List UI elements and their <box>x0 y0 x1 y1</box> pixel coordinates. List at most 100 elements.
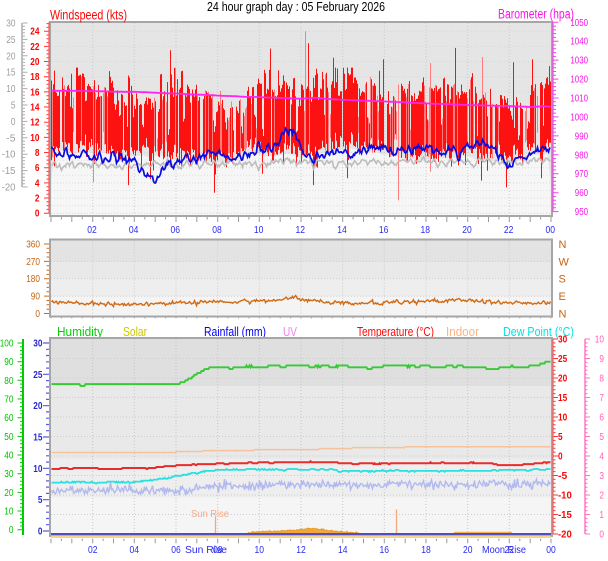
svg-text:15: 15 <box>6 68 16 79</box>
svg-text:1050: 1050 <box>570 18 588 29</box>
svg-text:20: 20 <box>463 545 473 556</box>
svg-text:N: N <box>559 309 567 321</box>
svg-text:20: 20 <box>558 374 568 385</box>
svg-text:0: 0 <box>599 530 604 541</box>
svg-text:4: 4 <box>599 452 604 463</box>
svg-text:N: N <box>559 239 567 251</box>
svg-text:S: S <box>559 274 566 286</box>
svg-text:25: 25 <box>6 35 16 46</box>
svg-text:6: 6 <box>35 163 40 174</box>
svg-text:40: 40 <box>4 451 14 462</box>
svg-text:80: 80 <box>4 376 14 387</box>
svg-text:16: 16 <box>30 87 40 98</box>
svg-text:1020: 1020 <box>570 75 588 86</box>
svg-text:0: 0 <box>35 309 40 320</box>
svg-text:-15: -15 <box>558 510 572 521</box>
svg-text:W: W <box>559 256 570 268</box>
svg-text:Solar: Solar <box>123 325 147 339</box>
svg-text:-5: -5 <box>558 471 568 482</box>
svg-text:8: 8 <box>599 374 604 385</box>
svg-text:0: 0 <box>35 209 40 220</box>
svg-text:Indoor: Indoor <box>446 325 479 339</box>
svg-text:10: 10 <box>30 133 40 144</box>
svg-text:08: 08 <box>212 225 222 236</box>
svg-text:22: 22 <box>505 545 515 556</box>
svg-text:270: 270 <box>26 257 40 268</box>
svg-text:18: 18 <box>421 225 431 236</box>
svg-text:2: 2 <box>599 491 604 502</box>
svg-text:30: 30 <box>33 339 43 350</box>
svg-text:360: 360 <box>26 240 40 251</box>
svg-text:0: 0 <box>9 525 14 536</box>
svg-text:70: 70 <box>4 395 14 406</box>
svg-text:5: 5 <box>11 101 16 112</box>
svg-text:10: 10 <box>6 84 16 95</box>
svg-text:15: 15 <box>33 433 43 444</box>
svg-text:Temperature (°C): Temperature (°C) <box>357 325 434 339</box>
svg-text:06: 06 <box>171 545 181 556</box>
svg-text:50: 50 <box>4 432 14 443</box>
svg-text:950: 950 <box>575 207 589 218</box>
svg-text:0: 0 <box>558 452 563 463</box>
svg-text:14: 14 <box>337 225 347 236</box>
svg-text:04: 04 <box>130 545 140 556</box>
svg-text:12: 12 <box>296 225 306 236</box>
svg-text:20: 20 <box>462 225 472 236</box>
svg-text:30: 30 <box>6 19 16 30</box>
svg-text:04: 04 <box>129 225 139 236</box>
svg-text:12: 12 <box>30 118 40 129</box>
svg-text:UV: UV <box>283 325 298 339</box>
svg-text:5: 5 <box>599 432 604 443</box>
svg-text:20: 20 <box>33 401 43 412</box>
svg-text:00: 00 <box>546 545 556 556</box>
svg-text:1010: 1010 <box>570 94 588 105</box>
svg-text:4: 4 <box>35 178 40 189</box>
svg-text:15: 15 <box>558 393 568 404</box>
svg-text:2: 2 <box>35 194 40 205</box>
svg-text:16: 16 <box>380 545 390 556</box>
svg-text:5: 5 <box>38 495 43 506</box>
svg-text:-5: -5 <box>6 133 16 144</box>
svg-text:10: 10 <box>595 335 605 346</box>
svg-text:20: 20 <box>6 51 16 62</box>
svg-text:1040: 1040 <box>570 37 588 48</box>
svg-text:9: 9 <box>599 354 604 365</box>
svg-text:-10: -10 <box>2 150 16 161</box>
svg-text:1: 1 <box>599 510 604 521</box>
svg-text:24: 24 <box>30 27 40 38</box>
svg-text:25: 25 <box>558 354 568 365</box>
svg-text:20: 20 <box>30 57 40 68</box>
svg-text:0: 0 <box>11 117 16 128</box>
svg-text:Sun Rise: Sun Rise <box>185 545 227 556</box>
svg-text:22: 22 <box>504 225 514 236</box>
svg-text:8: 8 <box>35 148 40 159</box>
svg-text:Rainfall (mm): Rainfall (mm) <box>204 325 266 339</box>
svg-text:-15: -15 <box>2 166 16 177</box>
svg-text:24 hour graph day : 05 Februar: 24 hour graph day : 05 February 2026 <box>207 0 385 14</box>
svg-text:90: 90 <box>31 292 41 303</box>
svg-text:10: 10 <box>255 545 265 556</box>
svg-text:16: 16 <box>379 225 389 236</box>
svg-text:990: 990 <box>575 131 589 142</box>
svg-text:12: 12 <box>296 545 306 556</box>
svg-text:22: 22 <box>30 42 40 53</box>
svg-text:Moon Rise: Moon Rise <box>482 545 526 556</box>
svg-text:14: 14 <box>338 545 348 556</box>
svg-text:3: 3 <box>599 471 604 482</box>
svg-text:6: 6 <box>599 413 604 424</box>
svg-text:-20: -20 <box>558 530 572 541</box>
svg-text:18: 18 <box>421 545 431 556</box>
svg-text:10: 10 <box>33 464 43 475</box>
svg-text:Sun Rise: Sun Rise <box>191 508 229 520</box>
svg-text:18: 18 <box>30 72 40 83</box>
svg-text:30: 30 <box>4 469 14 480</box>
svg-text:10: 10 <box>4 507 14 518</box>
svg-text:180: 180 <box>26 274 40 285</box>
svg-text:100: 100 <box>0 339 14 350</box>
svg-text:1030: 1030 <box>570 56 588 67</box>
svg-text:-20: -20 <box>2 183 16 194</box>
svg-text:1000: 1000 <box>570 112 588 123</box>
svg-text:7: 7 <box>599 393 604 404</box>
svg-text:06: 06 <box>171 225 181 236</box>
svg-text:Humidity: Humidity <box>57 325 104 339</box>
